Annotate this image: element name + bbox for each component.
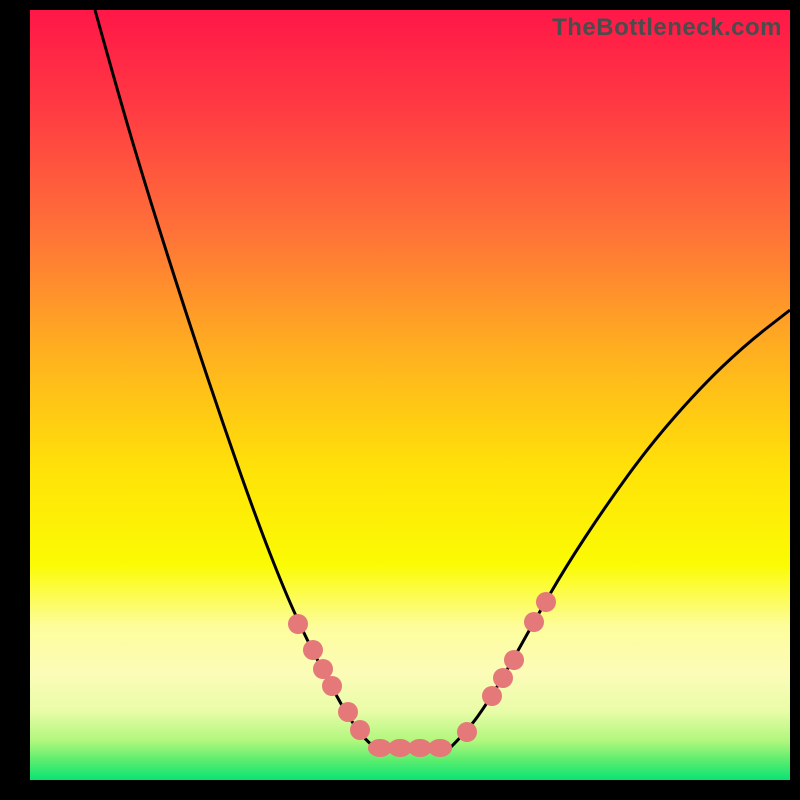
curve-marker bbox=[493, 668, 513, 688]
watermark-text: TheBottleneck.com bbox=[552, 14, 782, 42]
curve-marker bbox=[338, 702, 358, 722]
curve-marker bbox=[288, 614, 308, 634]
chart-frame: TheBottleneck.com bbox=[0, 0, 800, 800]
curve-marker bbox=[457, 722, 477, 742]
gradient-background bbox=[30, 10, 790, 780]
curve-marker bbox=[350, 720, 370, 740]
curve-marker bbox=[504, 650, 524, 670]
curve-marker bbox=[482, 686, 502, 706]
bottleneck-curve-chart bbox=[30, 10, 790, 780]
curve-marker bbox=[524, 612, 544, 632]
plot-area: TheBottleneck.com bbox=[30, 10, 790, 780]
curve-marker bbox=[303, 640, 323, 660]
curve-marker bbox=[322, 676, 342, 696]
curve-marker bbox=[428, 739, 452, 757]
curve-marker bbox=[536, 592, 556, 612]
curve-marker bbox=[313, 659, 333, 679]
